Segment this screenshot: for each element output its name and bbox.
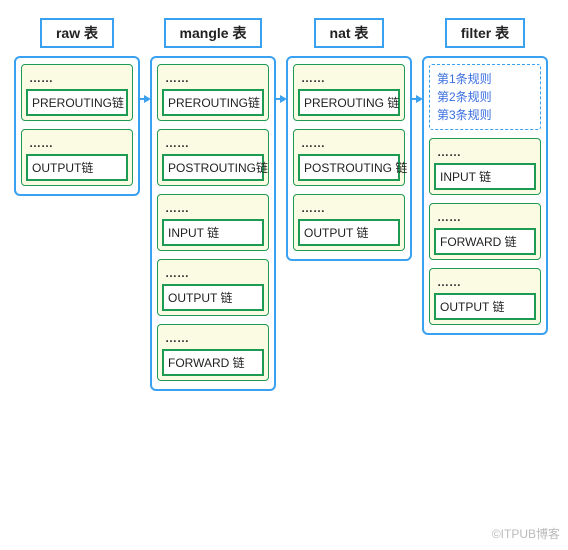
- arrow-icon: [139, 98, 151, 100]
- arrow-head-icon: [144, 95, 151, 103]
- chain-box: …… INPUT 链: [429, 138, 541, 195]
- arrow-head-icon: [280, 95, 287, 103]
- chain-label: FORWARD 链: [434, 228, 536, 255]
- table-title: raw 表: [40, 18, 114, 48]
- table-column: raw 表 …… PREROUTING链 …… OUTPUT链: [14, 18, 140, 196]
- arrow-head-icon: [416, 95, 423, 103]
- table-title: mangle 表: [164, 18, 263, 48]
- chain-label: OUTPUT链: [26, 154, 128, 181]
- chain-ellipsis: ……: [165, 266, 264, 280]
- table-body: …… PREROUTING链 …… POSTROUTING链 …… INPUT 链 …… OU…: [150, 56, 276, 391]
- chain-label: INPUT 链: [162, 219, 264, 246]
- chain-label: OUTPUT 链: [434, 293, 536, 320]
- chain-label: PREROUTING链: [162, 89, 264, 116]
- chain-ellipsis: ……: [301, 201, 400, 215]
- chain-box: …… FORWARD 链: [429, 203, 541, 260]
- chain-ellipsis: ……: [301, 71, 400, 85]
- chain-box: …… POSTROUTING链: [157, 129, 269, 186]
- chain-label: PREROUTING 链: [298, 89, 400, 116]
- chain-box: …… OUTPUT链: [21, 129, 133, 186]
- rules-box: 第1条规则第2条规则第3条规则: [429, 64, 541, 130]
- chain-ellipsis: ……: [165, 136, 264, 150]
- table-column: filter 表第1条规则第2条规则第3条规则 …… INPUT 链 …… FORWAR…: [422, 18, 548, 335]
- chain-box: …… POSTROUTING 链: [293, 129, 405, 186]
- table-body: …… PREROUTING 链 …… POSTROUTING 链 …… OUTPUT 链: [286, 56, 412, 261]
- chain-label: FORWARD 链: [162, 349, 264, 376]
- chain-ellipsis: ……: [437, 210, 536, 224]
- chain-label: POSTROUTING链: [162, 154, 264, 181]
- table-title: nat 表: [314, 18, 385, 48]
- chain-label: OUTPUT 链: [162, 284, 264, 311]
- chain-ellipsis: ……: [165, 201, 264, 215]
- chain-box: …… PREROUTING链: [21, 64, 133, 121]
- chain-label: POSTROUTING 链: [298, 154, 400, 181]
- arrow-icon: [411, 98, 423, 100]
- chain-box: …… FORWARD 链: [157, 324, 269, 381]
- chain-box: …… PREROUTING 链: [293, 64, 405, 121]
- chain-ellipsis: ……: [301, 136, 400, 150]
- table-column: mangle 表 …… PREROUTING链 …… POSTROUTING链 …… INP…: [150, 18, 276, 391]
- rule-line: 第1条规则: [437, 70, 533, 88]
- chain-box: …… OUTPUT 链: [293, 194, 405, 251]
- chain-ellipsis: ……: [437, 145, 536, 159]
- table-body: …… PREROUTING链 …… OUTPUT链: [14, 56, 140, 196]
- chain-ellipsis: ……: [165, 71, 264, 85]
- chain-ellipsis: ……: [165, 331, 264, 345]
- chain-box: …… INPUT 链: [157, 194, 269, 251]
- arrow-icon: [275, 98, 287, 100]
- chain-label: PREROUTING链: [26, 89, 128, 116]
- chain-box: …… PREROUTING链: [157, 64, 269, 121]
- chain-ellipsis: ……: [29, 71, 128, 85]
- rule-line: 第3条规则: [437, 106, 533, 124]
- table-title: filter 表: [445, 18, 525, 48]
- chain-ellipsis: ……: [29, 136, 128, 150]
- watermark: ©ITPUB博客: [492, 525, 560, 542]
- chain-label: INPUT 链: [434, 163, 536, 190]
- chain-box: …… OUTPUT 链: [157, 259, 269, 316]
- rule-line: 第2条规则: [437, 88, 533, 106]
- iptables-diagram: raw 表 …… PREROUTING链 …… OUTPUT链 mangle 表 …… PRE…: [0, 0, 568, 409]
- table-column: nat 表 …… PREROUTING 链 …… POSTROUTING 链 …… OUTP…: [286, 18, 412, 261]
- chain-label: OUTPUT 链: [298, 219, 400, 246]
- chain-ellipsis: ……: [437, 275, 536, 289]
- table-body: 第1条规则第2条规则第3条规则 …… INPUT 链 …… FORWARD 链 …… OUT…: [422, 56, 548, 335]
- chain-box: …… OUTPUT 链: [429, 268, 541, 325]
